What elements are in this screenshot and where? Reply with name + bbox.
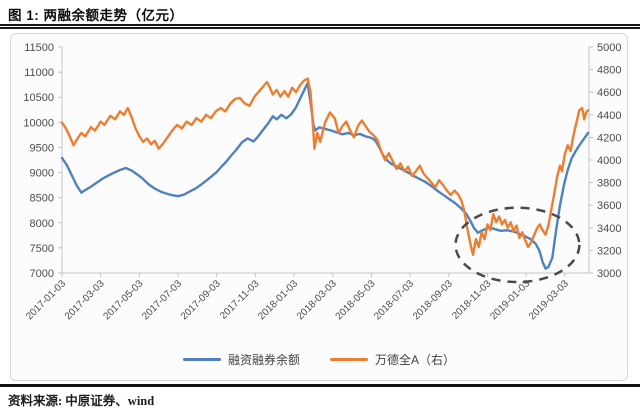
- y-axis-right-tick-label: 4000: [597, 155, 621, 167]
- x-axis-tick-label: 2019-03-03: [527, 278, 571, 322]
- x-axis-tick-label: 2018-03-03: [295, 278, 339, 322]
- x-axis-tick-label: 2018-09-03: [411, 278, 455, 322]
- x-axis-tick-label: 2017-11-03: [218, 278, 262, 322]
- legend-item-margin-balance: 融资融券余额: [182, 351, 300, 368]
- y-axis-right-tick-label: 3200: [597, 245, 621, 257]
- wind-all-a-series-line: [60, 77, 590, 257]
- y-axis-right-tick-label: 5000: [597, 42, 621, 54]
- y-axis-right-tick-label: 4200: [597, 132, 621, 144]
- y-axis-right-tick-label: 3400: [597, 223, 621, 235]
- y-axis-left-tick-label: 9500: [30, 142, 54, 154]
- figure-title: 图 1: 两融余额走势（亿元）: [8, 8, 184, 23]
- legend-label: 万德全A（右）: [375, 353, 456, 367]
- y-axis-left-tick-label: 7000: [30, 268, 54, 280]
- y-axis-right-tick-label: 4600: [597, 87, 621, 99]
- x-axis-tick-label: 2017-03-03: [63, 278, 107, 322]
- y-axis-left-tick-label: 9000: [30, 168, 54, 180]
- y-axis-left-tick-label: 7500: [30, 243, 54, 255]
- y-axis-left-tick-label: 11500: [24, 42, 54, 54]
- x-axis-tick-label: 2019-01-03: [488, 278, 532, 322]
- y-axis-left-tick-label: 8000: [30, 218, 54, 230]
- chart-svg: 11500 11000 10500 10000 9500 9000 8500 8000 7500…: [23, 42, 621, 322]
- x-axis-tick-label: 2017-07-03: [140, 278, 184, 322]
- y-axis-left-tick-label: 10500: [23, 92, 54, 104]
- title-separator-line-top: [0, 24, 640, 26]
- x-axis-tick-label: 2017-09-03: [179, 278, 223, 322]
- y-axis-left-tick-label: 11000: [24, 67, 54, 79]
- footer-separator-line: [0, 384, 640, 387]
- y-axis-left-tick-label: 10000: [23, 117, 54, 129]
- y-axis-right-tick-label: 4400: [597, 110, 621, 122]
- title-separator-line-bottom: [0, 27, 640, 29]
- legend-item-wind-all-a: 万德全A（右）: [330, 351, 455, 368]
- orange-line-swatch: [330, 357, 368, 362]
- y-axis-right-tick-label: 3800: [597, 178, 621, 190]
- y-axis-left-tick-label: 8500: [30, 193, 54, 205]
- lows-highlight-ellipse: [454, 206, 581, 284]
- blue-line-swatch: [182, 357, 221, 362]
- x-axis-tick-label: 2018-07-03: [372, 278, 416, 322]
- margin-balance-series-line: [60, 82, 590, 270]
- x-axis-tick-label: 2017-05-03: [102, 278, 146, 322]
- x-axis-tick-label: 2017-01-03: [24, 278, 68, 322]
- chart-legend: 融资融券余额 万德全A（右）: [11, 351, 627, 368]
- x-axis-tick-label: 2018-05-03: [334, 278, 378, 322]
- y-axis-right-tick-label: 4800: [597, 65, 621, 77]
- legend-label: 融资融券余额: [227, 353, 300, 367]
- x-axis-tick-label: 2018-01-03: [256, 278, 300, 322]
- x-axis-tick-label: 2018-11-03: [450, 278, 494, 322]
- y-axis-right-tick-label: 3000: [597, 268, 621, 280]
- data-source-note: 资料来源: 中原证券、wind: [8, 394, 155, 408]
- y-axis-right-tick-label: 3600: [597, 200, 621, 212]
- chart-panel: 11500 11000 10500 10000 9500 9000 8500 8000 7500…: [10, 33, 628, 381]
